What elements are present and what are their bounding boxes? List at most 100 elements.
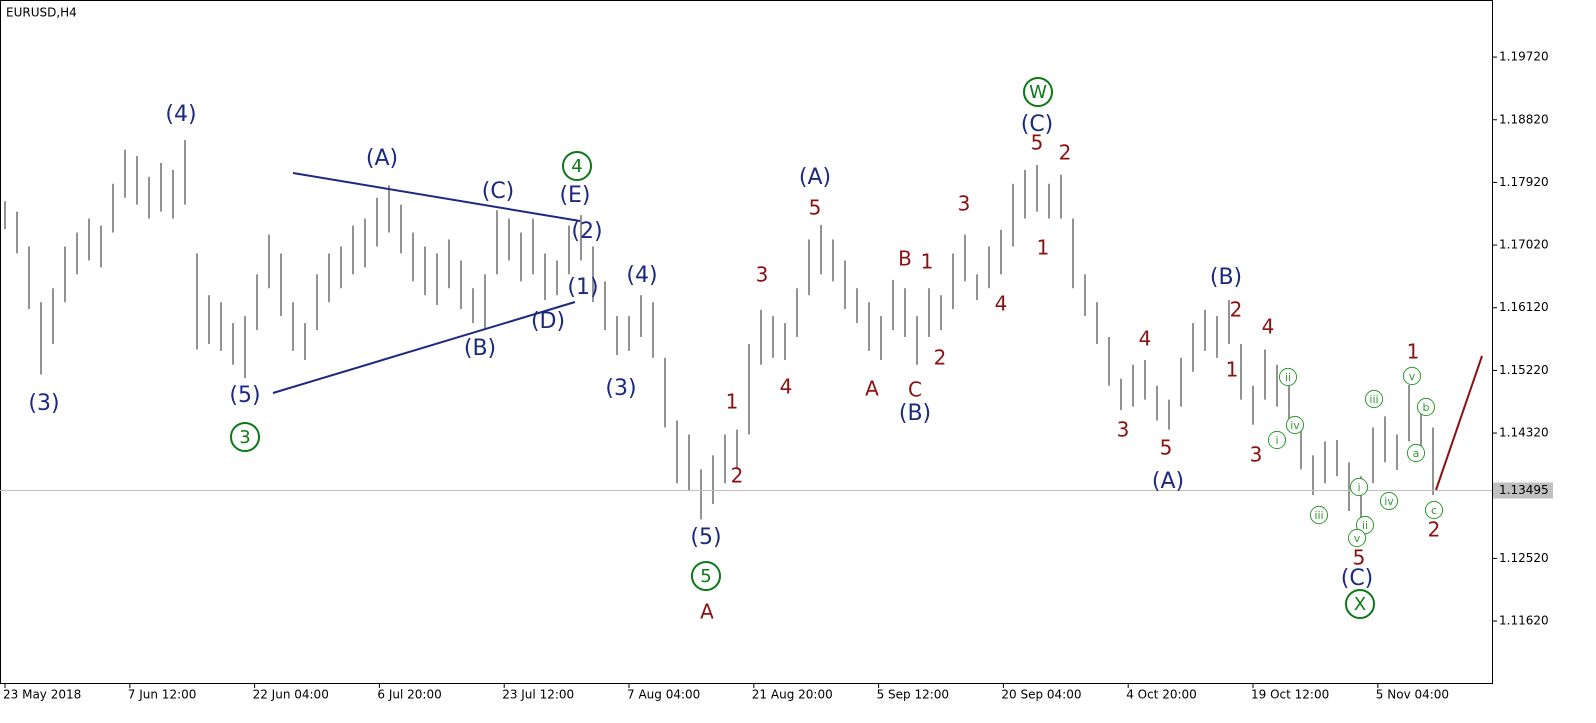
wave-label: v <box>1354 532 1361 545</box>
wave-label: 1 <box>1037 236 1050 260</box>
x-tick-label: 4 Oct 20:00 <box>1126 688 1197 702</box>
wave-label: A <box>865 377 879 401</box>
wave-label: X <box>1354 594 1366 615</box>
triangle-upper-line <box>292 172 581 222</box>
wave-label: C <box>908 378 922 402</box>
wave-label-circle <box>1347 528 1367 548</box>
wave-label: W <box>1029 82 1047 103</box>
wave-label: 5 <box>1160 436 1173 460</box>
wave-label-circle <box>1355 515 1375 535</box>
wave-label: 5 <box>809 196 822 220</box>
wave-label: 1 <box>1226 358 1239 382</box>
x-tick-label: 7 Aug 04:00 <box>627 688 700 702</box>
wave-label-circle <box>229 421 261 453</box>
wave-label: ii <box>1362 519 1368 532</box>
plot-frame <box>0 0 1493 684</box>
wave-label: 2 <box>934 346 947 370</box>
x-tick-label: 21 Aug 20:00 <box>752 688 833 702</box>
wave-label-circle <box>1022 76 1054 108</box>
y-tick-label: 1.17920 <box>1499 175 1549 189</box>
wave-label: (5) <box>690 525 721 550</box>
wave-label: 1 <box>921 250 934 274</box>
wave-label: iv <box>1384 495 1394 508</box>
x-tick-label: 7 Jun 12:00 <box>128 688 197 702</box>
triangle-lower-line <box>272 301 576 394</box>
wave-label: iii <box>1314 509 1323 522</box>
y-tick-label: 1.14320 <box>1499 426 1549 440</box>
y-tick-label: 1.16120 <box>1499 300 1549 314</box>
x-tick-label: 22 Jun 04:00 <box>253 688 329 702</box>
wave-label: 4 <box>1139 327 1152 351</box>
wave-label: (A) <box>366 146 398 171</box>
x-tick-label: 20 Sep 04:00 <box>1001 688 1081 702</box>
projection-line <box>1435 355 1483 491</box>
wave-label-circle <box>690 560 722 592</box>
price-bars <box>4 139 1434 521</box>
wave-label: iii <box>1369 393 1378 406</box>
wave-label-circle <box>1309 505 1329 525</box>
wave-label: 4 <box>995 292 1008 316</box>
wave-label: 1 <box>726 390 739 414</box>
wave-label: (C) <box>1021 112 1054 137</box>
y-tick-label: 1.11620 <box>1499 614 1549 628</box>
wave-label: ii <box>1285 371 1291 384</box>
wave-label-circle <box>1364 389 1384 409</box>
wave-label: (E) <box>559 183 590 208</box>
x-tick-label: 6 Jul 20:00 <box>377 688 441 702</box>
wave-label: (3) <box>28 391 59 416</box>
wave-label: 4 <box>1262 315 1275 339</box>
wave-label: b <box>1423 401 1430 414</box>
wave-label: A <box>700 600 714 624</box>
wave-label: 2 <box>1059 141 1072 165</box>
wave-label: 3 <box>756 263 769 287</box>
wave-label: i <box>1357 481 1360 494</box>
wave-label: 4 <box>571 156 582 177</box>
wave-label: (C) <box>1341 566 1374 591</box>
y-tick-label: 1.19720 <box>1499 50 1549 64</box>
wave-label: a <box>1413 447 1420 460</box>
y-tick-label: 1.17020 <box>1499 238 1549 252</box>
x-tick-label: 19 Oct 12:00 <box>1251 688 1329 702</box>
wave-label: (B) <box>464 336 496 361</box>
x-tick-label: 23 May 2018 <box>3 688 81 702</box>
wave-label: 2 <box>731 464 744 488</box>
wave-label: 3 <box>1250 443 1263 467</box>
wave-label: 3 <box>239 427 250 448</box>
wave-label: (4) <box>626 263 657 288</box>
x-tick-label: 23 Jul 12:00 <box>502 688 574 702</box>
x-tick-label: 5 Nov 04:00 <box>1376 688 1449 702</box>
last-price-label: 1.13495 <box>1499 483 1549 497</box>
wave-label: 5 <box>1031 131 1044 155</box>
wave-label: (A) <box>1152 469 1184 494</box>
wave-label-circle <box>561 150 593 182</box>
wave-label-circle <box>1424 500 1444 520</box>
wave-label: 3 <box>958 192 971 216</box>
wave-label: v <box>1409 370 1416 383</box>
wave-label: (B) <box>1210 265 1242 290</box>
wave-label: (C) <box>482 179 515 204</box>
x-tick-label: 5 Sep 12:00 <box>877 688 949 702</box>
chart-title: EURUSD,H4 <box>6 6 77 20</box>
wave-label: (D) <box>531 309 565 334</box>
wave-label: 5 <box>1353 546 1366 570</box>
wave-label: (2) <box>571 219 602 244</box>
wave-label: c <box>1431 504 1437 517</box>
wave-label: 4 <box>780 375 793 399</box>
wave-label: 2 <box>1428 518 1441 542</box>
wave-label-circle <box>1278 367 1298 387</box>
wave-label: (A) <box>799 165 831 190</box>
wave-label: (1) <box>567 275 598 300</box>
wave-label: B <box>898 247 912 271</box>
wave-label-circle <box>1406 443 1426 463</box>
wave-label: (3) <box>605 376 636 401</box>
wave-label: 1 <box>1407 340 1420 364</box>
wave-label-circle <box>1402 366 1422 386</box>
wave-label-circle <box>1285 415 1305 435</box>
wave-label: i <box>1275 434 1278 447</box>
wave-label: 2 <box>1230 298 1243 322</box>
wave-label: 3 <box>1117 418 1130 442</box>
wave-label-circle <box>1267 430 1287 450</box>
wave-label-circle <box>1344 588 1376 620</box>
